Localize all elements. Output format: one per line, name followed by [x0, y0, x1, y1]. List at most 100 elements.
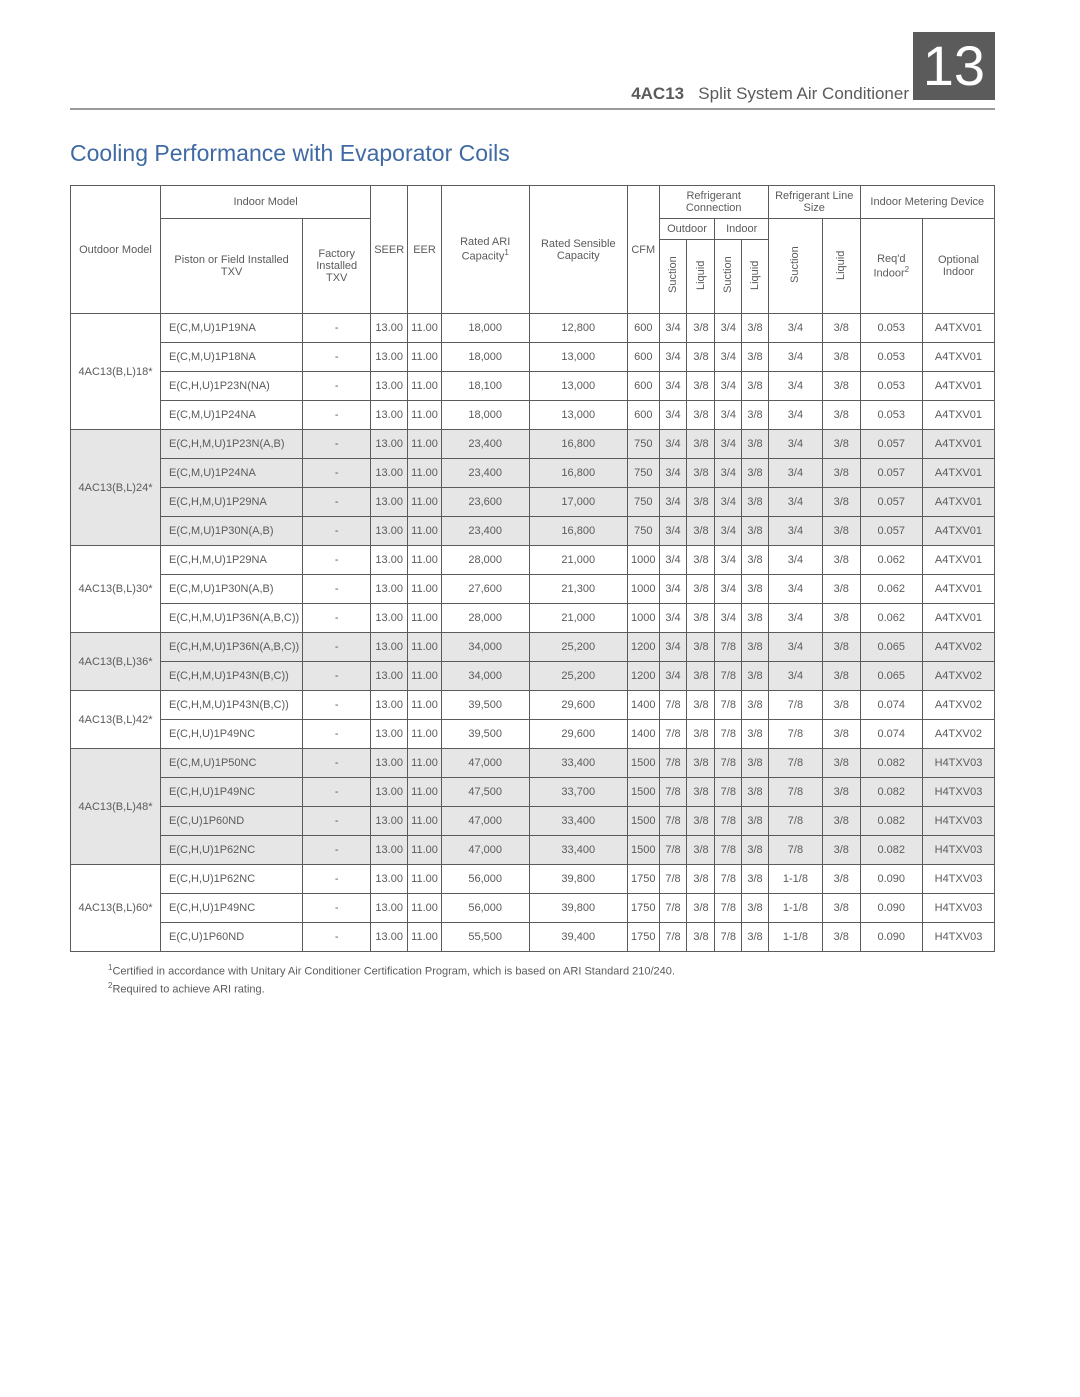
- cell-line-suction: 3/4: [768, 459, 822, 488]
- cell-out-liquid: 3/8: [687, 923, 715, 952]
- cell-cfm: 1400: [628, 691, 659, 720]
- cell-ari: 34,000: [441, 633, 529, 662]
- cell-line-liquid: 3/8: [822, 343, 860, 372]
- cell-sensible: 33,400: [529, 749, 628, 778]
- cell-line-liquid: 3/8: [822, 720, 860, 749]
- col-reqd-indoor: Req'd Indoor2: [860, 219, 922, 314]
- cell-out-suction: 3/4: [659, 546, 687, 575]
- cell-sensible: 25,200: [529, 662, 628, 691]
- cell-sensible: 39,800: [529, 865, 628, 894]
- cell-line-liquid: 3/8: [822, 604, 860, 633]
- cell-in-suction: 7/8: [715, 720, 742, 749]
- cell-out-liquid: 3/8: [687, 314, 715, 343]
- cell-ari: 18,000: [441, 314, 529, 343]
- cell-reqd-indoor: 0.074: [860, 691, 922, 720]
- cell-cfm: 1750: [628, 894, 659, 923]
- cell-seer: 13.00: [371, 691, 408, 720]
- cell-ari: 23,600: [441, 488, 529, 517]
- cell-seer: 13.00: [371, 459, 408, 488]
- cell-reqd-indoor: 0.082: [860, 807, 922, 836]
- table-row: E(C,M,U)1P24NA-13.0011.0018,00013,000600…: [71, 401, 995, 430]
- cell-eer: 11.00: [408, 662, 442, 691]
- cell-ari: 27,600: [441, 575, 529, 604]
- cell-in-liquid: 3/8: [742, 488, 769, 517]
- cell-in-suction: 3/4: [715, 575, 742, 604]
- cell-piston-field: E(C,H,U)1P49NC: [161, 778, 303, 807]
- product-code: 4AC13: [631, 84, 684, 103]
- cell-line-suction: 7/8: [768, 778, 822, 807]
- page: 4AC13 Split System Air Conditioner 13 Co…: [0, 0, 1080, 1048]
- cell-line-suction: 7/8: [768, 720, 822, 749]
- cell-factory-txv: -: [303, 778, 371, 807]
- cell-factory-txv: -: [303, 372, 371, 401]
- cell-seer: 13.00: [371, 662, 408, 691]
- cell-optional-indoor: A4TXV02: [922, 720, 994, 749]
- cell-out-suction: 3/4: [659, 401, 687, 430]
- header-rule: [70, 108, 995, 110]
- cell-cfm: 1000: [628, 575, 659, 604]
- cell-cfm: 750: [628, 430, 659, 459]
- col-seer: SEER: [371, 186, 408, 314]
- cell-out-liquid: 3/8: [687, 836, 715, 865]
- cell-seer: 13.00: [371, 749, 408, 778]
- cell-in-liquid: 3/8: [742, 575, 769, 604]
- cell-seer: 13.00: [371, 604, 408, 633]
- cell-line-liquid: 3/8: [822, 894, 860, 923]
- cell-factory-txv: -: [303, 894, 371, 923]
- cell-ari: 39,500: [441, 720, 529, 749]
- cell-eer: 11.00: [408, 517, 442, 546]
- cell-factory-txv: -: [303, 633, 371, 662]
- cell-sensible: 33,400: [529, 807, 628, 836]
- table-row: E(C,M,U)1P24NA-13.0011.0023,40016,800750…: [71, 459, 995, 488]
- cell-eer: 11.00: [408, 865, 442, 894]
- cell-optional-indoor: A4TXV02: [922, 633, 994, 662]
- cell-line-suction: 3/4: [768, 314, 822, 343]
- cell-piston-field: E(C,M,U)1P24NA: [161, 401, 303, 430]
- table-row: E(C,H,U)1P62NC-13.0011.0047,00033,400150…: [71, 836, 995, 865]
- cell-line-liquid: 3/8: [822, 546, 860, 575]
- cell-out-liquid: 3/8: [687, 517, 715, 546]
- cell-in-suction: 3/4: [715, 401, 742, 430]
- cell-optional-indoor: A4TXV01: [922, 430, 994, 459]
- table-row: E(C,H,U)1P49NC-13.0011.0047,50033,700150…: [71, 778, 995, 807]
- cell-ari: 23,400: [441, 517, 529, 546]
- cell-in-liquid: 3/8: [742, 691, 769, 720]
- cell-factory-txv: -: [303, 401, 371, 430]
- cell-eer: 11.00: [408, 430, 442, 459]
- cell-reqd-indoor: 0.053: [860, 372, 922, 401]
- cell-out-liquid: 3/8: [687, 662, 715, 691]
- cell-eer: 11.00: [408, 923, 442, 952]
- cell-line-liquid: 3/8: [822, 778, 860, 807]
- cell-factory-txv: -: [303, 749, 371, 778]
- cell-cfm: 600: [628, 401, 659, 430]
- cell-line-suction: 7/8: [768, 691, 822, 720]
- cell-in-liquid: 3/8: [742, 894, 769, 923]
- footnotes: 1Certified in accordance with Unitary Ai…: [108, 962, 995, 998]
- cell-cfm: 1500: [628, 749, 659, 778]
- cell-out-liquid: 3/8: [687, 604, 715, 633]
- cell-seer: 13.00: [371, 836, 408, 865]
- cell-optional-indoor: H4TXV03: [922, 923, 994, 952]
- cell-cfm: 1500: [628, 778, 659, 807]
- cell-line-suction: 3/4: [768, 488, 822, 517]
- cell-optional-indoor: A4TXV02: [922, 691, 994, 720]
- cell-outdoor-model: 4AC13(B,L)48*: [71, 749, 161, 865]
- cell-in-liquid: 3/8: [742, 836, 769, 865]
- cell-line-suction: 3/4: [768, 575, 822, 604]
- cell-piston-field: E(C,M,U)1P19NA: [161, 314, 303, 343]
- cell-line-liquid: 3/8: [822, 517, 860, 546]
- cell-in-suction: 7/8: [715, 865, 742, 894]
- cell-sensible: 21,300: [529, 575, 628, 604]
- cell-sensible: 29,600: [529, 691, 628, 720]
- cell-out-suction: 3/4: [659, 343, 687, 372]
- cell-eer: 11.00: [408, 836, 442, 865]
- cell-sensible: 33,400: [529, 836, 628, 865]
- cell-out-suction: 3/4: [659, 459, 687, 488]
- cell-ari: 23,400: [441, 459, 529, 488]
- cell-reqd-indoor: 0.082: [860, 836, 922, 865]
- cell-optional-indoor: A4TXV01: [922, 401, 994, 430]
- col-rated-sensible: Rated Sensible Capacity: [529, 186, 628, 314]
- col-indoor-model: Indoor Model: [161, 186, 371, 219]
- cell-outdoor-model: 4AC13(B,L)30*: [71, 546, 161, 633]
- cell-ari: 23,400: [441, 430, 529, 459]
